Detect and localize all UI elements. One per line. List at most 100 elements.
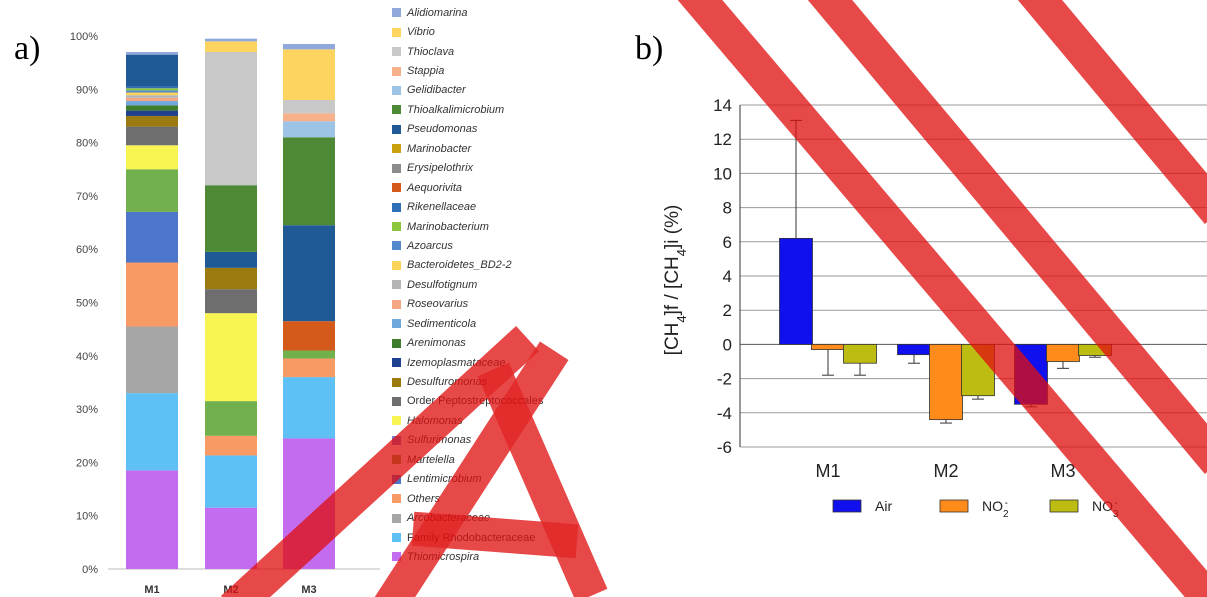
b-ytick-label: 0 xyxy=(723,335,732,354)
legend-a-item: Marinobacter xyxy=(392,139,592,158)
legend-a-swatch xyxy=(392,47,401,57)
legend-a-swatch xyxy=(392,202,401,212)
a-bar-segment xyxy=(126,88,178,91)
a-ytick-label: 100% xyxy=(70,31,98,43)
b-bar xyxy=(843,343,877,364)
a-ytick-label: 10% xyxy=(76,511,98,523)
legend-a-swatch xyxy=(392,299,401,309)
a-bar-segment xyxy=(126,90,178,93)
a-bar-segment xyxy=(205,267,257,290)
b-category-label: M2 xyxy=(933,461,958,481)
legend-a-label: Vibrio xyxy=(407,26,435,39)
b-bar xyxy=(1078,343,1112,356)
legend-a-swatch xyxy=(392,222,401,232)
a-bar-segment xyxy=(126,262,178,327)
b-bar xyxy=(961,343,995,397)
panel-b-label: b) xyxy=(635,30,664,67)
a-bar-segment xyxy=(126,393,178,471)
a-bar-segment xyxy=(283,137,335,226)
a-ytick-label: 60% xyxy=(76,244,98,256)
a-bar-segment xyxy=(283,99,335,114)
a-category-label: M1 xyxy=(144,584,159,596)
a-bar-segment xyxy=(205,51,257,186)
b-category-label: M3 xyxy=(1050,461,1075,481)
legend-a-swatch xyxy=(392,124,401,134)
b-bar xyxy=(1046,343,1080,362)
b-ytick-label: 10 xyxy=(713,164,732,183)
legend-a-swatch xyxy=(392,27,401,37)
a-bar-segment xyxy=(126,51,178,55)
legend-a-swatch xyxy=(392,105,401,115)
a-ytick-label: 80% xyxy=(76,138,98,150)
a-bar-segment xyxy=(126,115,178,127)
b-bar xyxy=(897,343,931,356)
a-bar-segment xyxy=(126,105,178,111)
b-ytick-label: 14 xyxy=(713,96,732,115)
legend-a-item: Gelidibacter xyxy=(392,81,592,100)
legend-a-item: Bacteroidetes_BD2-2 xyxy=(392,256,592,275)
legend-a-label: Thioalkalimicrobium xyxy=(407,103,505,116)
legend-a-label: Thioclava xyxy=(407,45,455,58)
b-ytick-label: -2 xyxy=(717,370,732,389)
a-bar-segment xyxy=(205,185,257,252)
b-ytick-label: 8 xyxy=(723,199,732,218)
legend-a-swatch xyxy=(392,144,401,154)
legend-a-label: Gelidibacter xyxy=(407,84,466,97)
b-ytick-label: 12 xyxy=(713,130,732,149)
a-bar-segment xyxy=(126,54,178,87)
a-ytick-label: 70% xyxy=(76,191,98,203)
legend-a-swatch xyxy=(392,260,401,270)
a-bar-segment xyxy=(283,113,335,122)
legend-a-swatch xyxy=(392,85,401,95)
b-legend-label: NO2- xyxy=(982,498,1009,520)
b-legend-swatch xyxy=(939,499,969,513)
legend-a-item: Vibrio xyxy=(392,22,592,41)
a-ytick-label: 20% xyxy=(76,457,98,469)
a-ytick-label: 30% xyxy=(76,404,98,416)
legend-a-item: Desulfotignum xyxy=(392,275,592,294)
a-bar-segment xyxy=(205,38,257,42)
b-y-axis-label: [CH4]f / [CH4]i (%) xyxy=(662,205,689,356)
a-bar-segment xyxy=(205,289,257,314)
b-bar xyxy=(1014,343,1048,405)
legend-a-item: Erysipelothrix xyxy=(392,159,592,178)
a-ytick-label: 0% xyxy=(82,564,98,576)
legend-a-label: Aequorivita xyxy=(407,181,463,194)
legend-a-item: Roseovarius xyxy=(392,295,592,314)
b-bar xyxy=(779,237,813,345)
legend-a-item: Aequorivita xyxy=(392,178,592,197)
legend-a-label: Pseudomonas xyxy=(407,123,478,136)
a-bar-segment xyxy=(126,126,178,146)
legend-a-label: Marinobacter xyxy=(407,142,472,155)
legend-a-swatch xyxy=(392,319,401,329)
a-bar-segment xyxy=(126,110,178,116)
a-bar-segment xyxy=(283,43,335,50)
a-ytick-label: 50% xyxy=(76,298,98,310)
legend-a-item: Azoarcus xyxy=(392,236,592,255)
b-legend-item: Air xyxy=(832,498,892,514)
a-bar-segment xyxy=(126,92,178,96)
a-bar-segment xyxy=(126,101,178,106)
legend-a-item: Alidiomarina xyxy=(392,3,592,22)
a-bar-segment xyxy=(283,225,335,322)
a-bar-segment xyxy=(126,169,178,212)
b-category-label: M1 xyxy=(815,461,840,481)
b-legend-item: NO2- xyxy=(939,498,1009,520)
b-legend-label: NO3- xyxy=(1092,498,1119,520)
b-bar xyxy=(929,343,963,421)
legend-a-label: Erysipelothrix xyxy=(407,162,474,175)
a-bar-segment xyxy=(126,211,178,263)
b-ytick-label: -4 xyxy=(717,404,732,423)
a-bar-segment xyxy=(126,95,178,98)
legend-a-item: Thioalkalimicrobium xyxy=(392,100,592,119)
a-bar-segment xyxy=(283,121,335,138)
b-legend-swatch xyxy=(832,499,862,513)
a-bar-segment xyxy=(205,251,257,268)
a-bar-segment xyxy=(126,326,178,394)
legend-a-item: Marinobacterium xyxy=(392,217,592,236)
legend-a-label: Roseovarius xyxy=(407,298,469,311)
legend-a-label: Stappia xyxy=(407,65,445,78)
b-legend-label: Air xyxy=(875,498,892,514)
a-bar-segment xyxy=(126,145,178,170)
